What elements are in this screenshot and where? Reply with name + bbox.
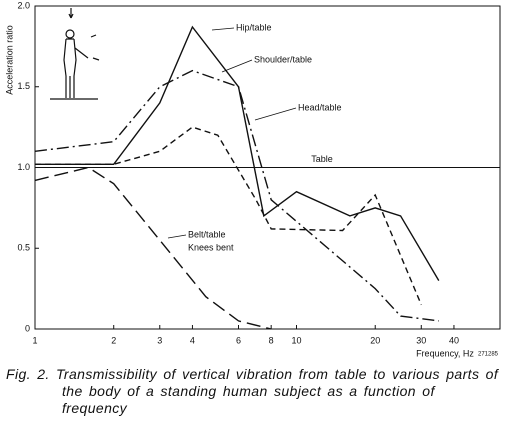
- series-line: [34, 166, 272, 330]
- y-tick-label: 0.5: [17, 243, 30, 253]
- series-line: [35, 126, 422, 306]
- reference-label: Table: [311, 154, 333, 164]
- annotation: Knees bent: [188, 242, 234, 252]
- y-tick-label: 2.0: [17, 0, 30, 10]
- x-axis-label: Frequency, Hz: [416, 348, 474, 358]
- series-label: Belt/table: [188, 229, 226, 239]
- leader-line: [167, 234, 187, 239]
- leader-line: [221, 59, 253, 73]
- x-tick-label: 2: [111, 335, 116, 345]
- x-tick-label: 10: [291, 335, 301, 345]
- leader-line: [254, 107, 297, 121]
- x-tick-label: 40: [449, 335, 459, 345]
- caption: Fig. 2. Transmissibility of vertical vib…: [6, 366, 499, 416]
- x-tick-label: 6: [236, 335, 241, 345]
- y-tick-label: 0: [25, 323, 30, 333]
- x-tick-label: 4: [190, 335, 195, 345]
- series-line: [34, 69, 439, 322]
- figure-code: 271285: [478, 352, 499, 358]
- chart: Acceleration ratio Frequency, Hz 271285 …: [4, 0, 501, 358]
- y-tick-label: 1.0: [17, 162, 30, 172]
- x-tick-label: 20: [370, 335, 380, 345]
- y-tick-label: 1.5: [17, 81, 30, 91]
- y-axis-label: Acceleration ratio: [4, 25, 14, 95]
- human-figure-icon: [50, 8, 100, 100]
- series-label: Head/table: [298, 102, 342, 112]
- series-label: Shoulder/table: [254, 54, 312, 64]
- x-tick-label: 30: [416, 335, 426, 345]
- series-line: [35, 25, 440, 281]
- series-label: Hip/table: [236, 22, 272, 32]
- x-tick-label: 1: [32, 335, 37, 345]
- x-tick-label: 8: [269, 335, 274, 345]
- x-tick-label: 3: [157, 335, 162, 345]
- leader-line: [211, 27, 235, 31]
